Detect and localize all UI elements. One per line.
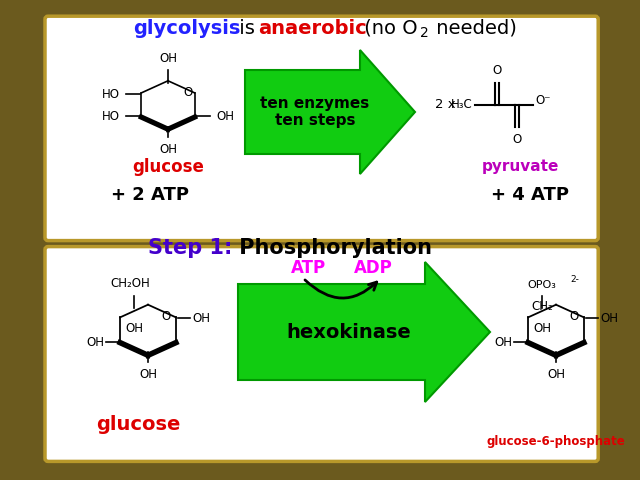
Text: HO: HO: [102, 87, 120, 100]
Text: glucose: glucose: [96, 416, 180, 434]
Text: is: is: [233, 19, 261, 37]
Text: OH: OH: [547, 368, 565, 381]
Text: glucose: glucose: [132, 158, 204, 176]
Text: glucose-6-phosphate: glucose-6-phosphate: [486, 435, 625, 448]
Text: OPO₃: OPO₃: [527, 280, 556, 290]
Text: Phosphorylation: Phosphorylation: [232, 238, 432, 258]
Text: O: O: [513, 133, 522, 146]
Text: OH: OH: [533, 322, 551, 335]
Text: hexokinase: hexokinase: [287, 323, 412, 341]
Text: 2: 2: [420, 26, 429, 40]
Polygon shape: [238, 262, 490, 402]
Text: H₃C: H₃C: [451, 98, 473, 111]
Text: 2-: 2-: [570, 276, 579, 285]
Text: (no O: (no O: [358, 19, 418, 37]
Text: OH: OH: [86, 336, 104, 348]
Text: OH: OH: [159, 52, 177, 65]
Text: O: O: [492, 64, 502, 77]
Text: + 4 ATP: + 4 ATP: [491, 186, 569, 204]
Text: O: O: [184, 86, 193, 99]
Text: ten enzymes
ten steps: ten enzymes ten steps: [260, 96, 370, 128]
Text: needed): needed): [430, 19, 517, 37]
Text: + 2 ATP: + 2 ATP: [111, 186, 189, 204]
Text: ADP: ADP: [354, 259, 392, 277]
Text: O⁻: O⁻: [535, 95, 550, 108]
Text: O: O: [570, 311, 579, 324]
Text: 2 x: 2 x: [435, 98, 456, 111]
Text: OH: OH: [600, 312, 618, 324]
FancyArrowPatch shape: [305, 280, 377, 298]
Text: O: O: [161, 311, 171, 324]
FancyBboxPatch shape: [45, 247, 598, 461]
Text: CH₂OH: CH₂OH: [110, 277, 150, 290]
Text: OH: OH: [159, 143, 177, 156]
FancyBboxPatch shape: [45, 16, 598, 240]
Text: ATP: ATP: [291, 259, 326, 277]
Text: anaerobic: anaerobic: [258, 19, 367, 37]
Text: OH: OH: [125, 322, 143, 335]
Text: OH: OH: [494, 336, 512, 348]
Text: HO: HO: [102, 109, 120, 122]
Polygon shape: [245, 50, 415, 174]
Text: CH₂: CH₂: [531, 300, 553, 313]
Text: pyruvate: pyruvate: [481, 159, 559, 175]
Text: OH: OH: [139, 368, 157, 381]
Text: OH: OH: [216, 109, 234, 122]
Text: glycolysis: glycolysis: [133, 19, 241, 37]
Text: OH: OH: [192, 312, 210, 324]
Text: Step 1:: Step 1:: [148, 238, 232, 258]
